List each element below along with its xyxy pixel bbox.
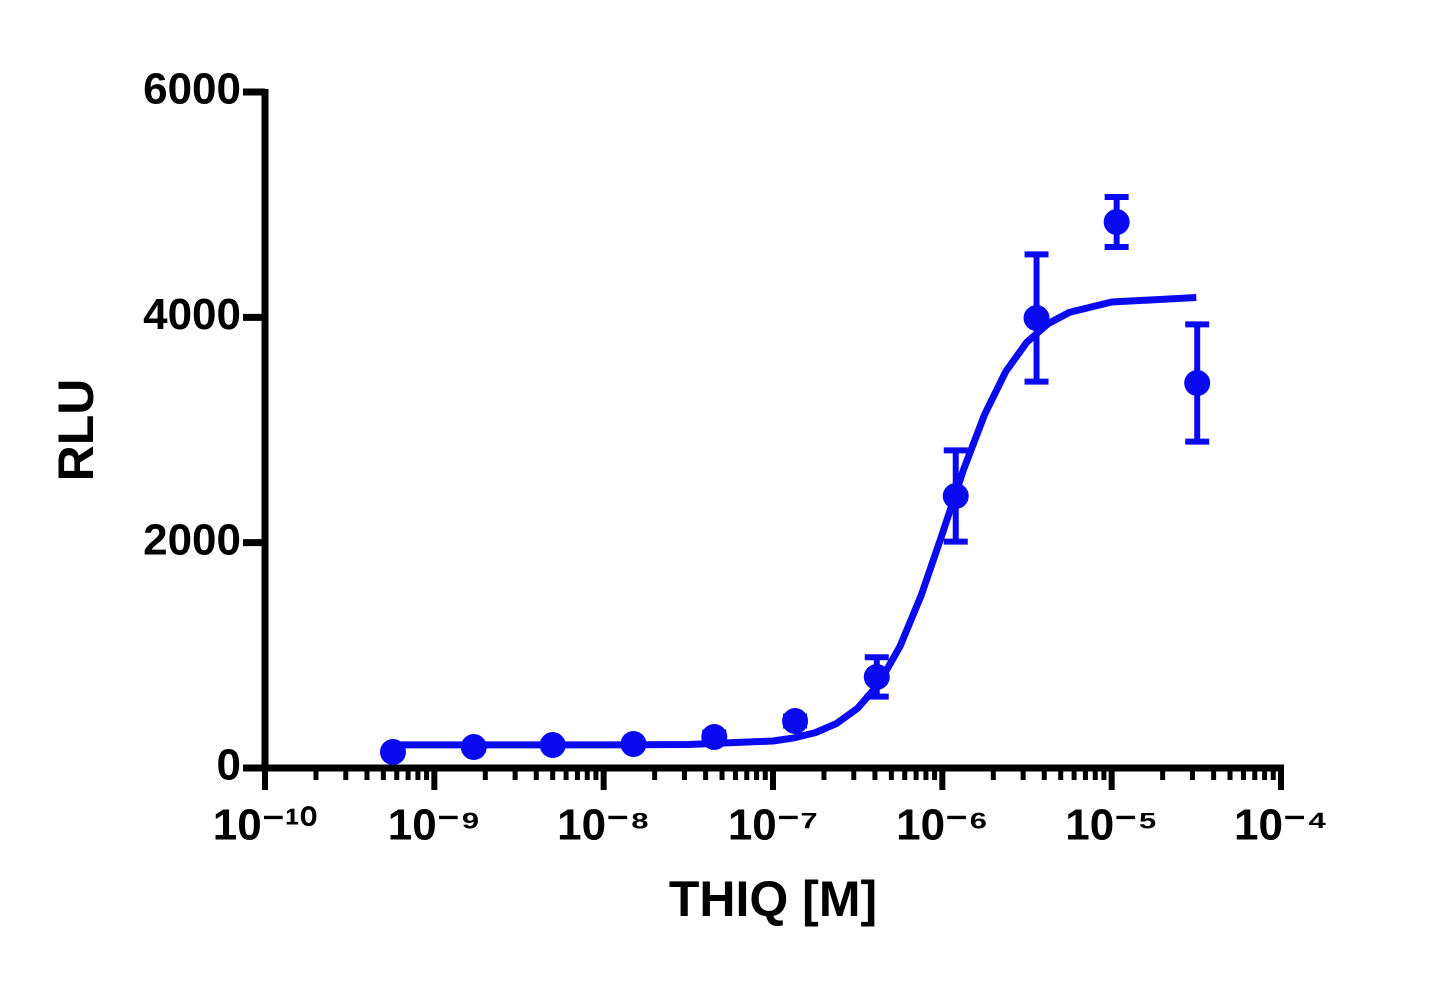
x-tick-label: 10⁻⁶ <box>896 801 988 850</box>
x-tick-label: 10⁻⁸ <box>557 801 650 850</box>
data-point <box>379 739 406 766</box>
data-point <box>1103 209 1130 236</box>
x-tick-label: 10⁻⁹ <box>388 801 481 850</box>
data-point <box>460 734 487 761</box>
x-tick-label: 10⁻⁵ <box>1065 801 1158 850</box>
data-point <box>782 708 809 735</box>
fit-curve <box>393 294 1197 749</box>
x-tick-label: 10⁻⁷ <box>728 801 818 850</box>
data-point <box>539 732 566 759</box>
data-point <box>1184 370 1211 397</box>
x-tick-label: 10⁻⁴ <box>1234 801 1328 850</box>
y-tick-label: 4000 <box>143 290 241 339</box>
data-point <box>701 724 728 751</box>
y-tick-label: 2000 <box>143 515 241 564</box>
y-tick-label: 0 <box>217 741 241 790</box>
y-axis-label: RLU <box>48 379 104 482</box>
data-point <box>1023 305 1050 332</box>
y-tick-label: 6000 <box>143 65 241 114</box>
x-axis-label: THIQ [M] <box>669 871 877 927</box>
x-tick-label: 10⁻¹⁰ <box>213 801 317 850</box>
data-point <box>863 663 890 690</box>
data-point <box>620 731 647 758</box>
data-point <box>942 483 969 510</box>
